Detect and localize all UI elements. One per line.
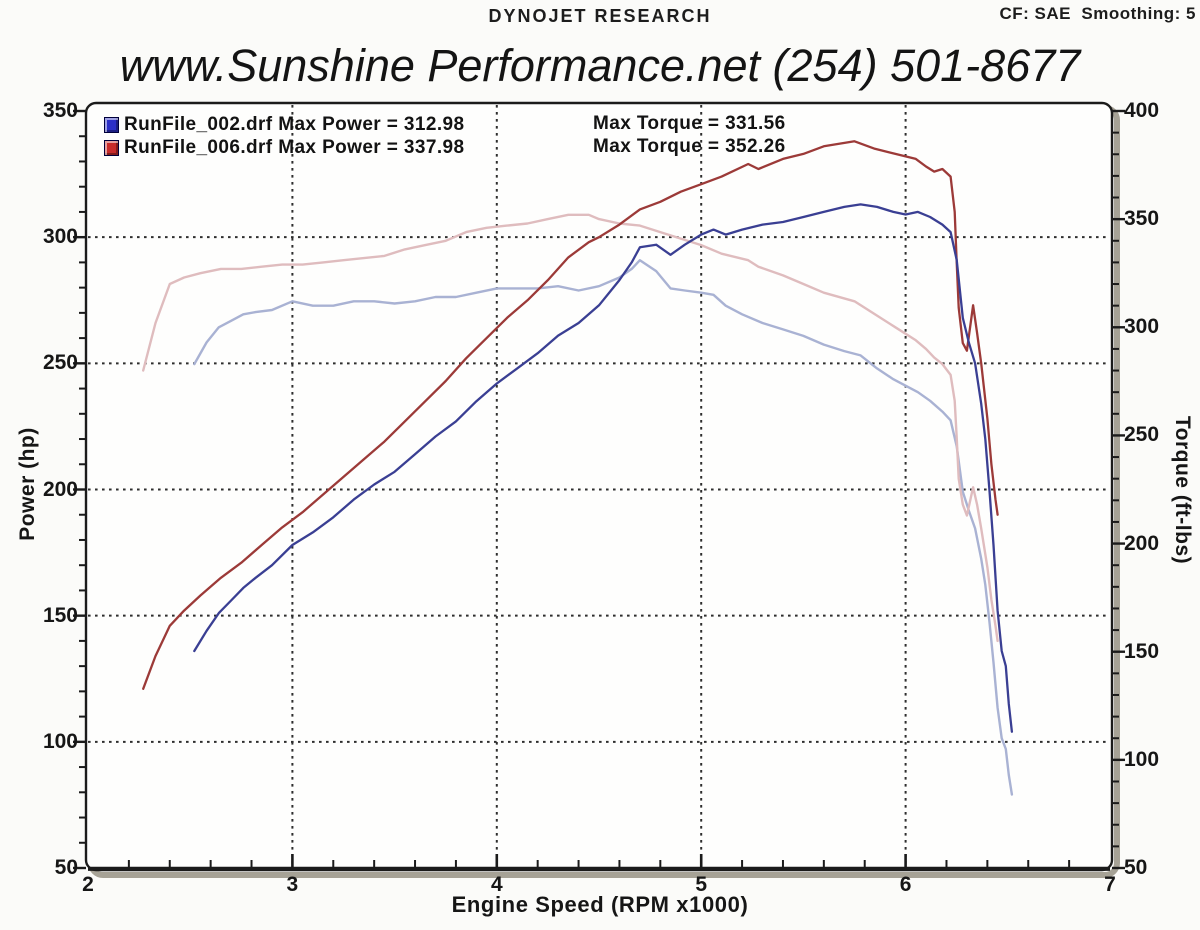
power-label-300: 300: [42, 225, 78, 249]
legend-row-run002: RunFile_002.drf Max Power = 312.98 Max T…: [104, 113, 1084, 136]
run002-max-torque: Max Torque = 331.56: [593, 113, 786, 134]
rpm-label-5: 5: [695, 873, 708, 896]
torque-label-100: 100: [1124, 747, 1160, 771]
rpm-label-2: 2: [82, 873, 94, 896]
rpm-label-4: 4: [490, 873, 503, 896]
run006-max-power: Max Power = 337.98: [272, 136, 465, 158]
rpm-label-7: 7: [1104, 873, 1116, 896]
curve-runfile-002-drf-torque: [193, 259, 1014, 796]
rpm-label-6: 6: [899, 873, 912, 896]
power-label-100: 100: [42, 729, 78, 753]
torque-label-350: 350: [1124, 207, 1160, 231]
run002-max-power: Max Power = 312.98: [272, 113, 465, 135]
power-label-250: 250: [42, 351, 78, 375]
curve-runfile-006-drf-torque: [141, 213, 999, 643]
torque-label-300: 300: [1124, 315, 1160, 339]
torque-label-400: 400: [1124, 99, 1160, 122]
torque-label-200: 200: [1124, 531, 1160, 555]
run002-color-swatch: [104, 116, 119, 133]
torque-label-50: 50: [1124, 856, 1148, 879]
curve-runfile-002-drf-power: [193, 203, 1014, 733]
run006-file-label: RunFile_006.drf: [124, 136, 273, 158]
legend-row-run006: RunFile_006.drf Max Power = 337.98 Max T…: [104, 136, 1084, 159]
torque-label-250: 250: [1124, 423, 1160, 447]
power-label-350: 350: [42, 99, 78, 122]
power-label-50: 50: [54, 856, 78, 879]
run006-max-torque: Max Torque = 352.26: [593, 136, 786, 157]
power-label-150: 150: [42, 603, 78, 627]
curve-runfile-006-drf-power: [142, 140, 999, 690]
run002-file-label: RunFile_002.drf: [124, 113, 273, 135]
rpm-label-3: 3: [286, 873, 299, 896]
correction-smoothing-text: CF: SAE Smoothing: 5: [999, 4, 1196, 23]
power-label-200: 200: [42, 477, 78, 501]
shop-title-text: www.Sunshine Performance.net (254) 501-8…: [119, 40, 1081, 91]
torque-label-150: 150: [1124, 639, 1160, 663]
dynojet-brand-text: DYNOJET RESEARCH: [488, 6, 712, 26]
torque-axis-title: Torque (ft-lbs): [1171, 415, 1194, 565]
run006-color-swatch: [104, 139, 119, 156]
rpm-axis-title: Engine Speed (RPM x1000): [451, 892, 749, 917]
legend: RunFile_002.drf Max Power = 312.98 Max T…: [104, 113, 1084, 159]
